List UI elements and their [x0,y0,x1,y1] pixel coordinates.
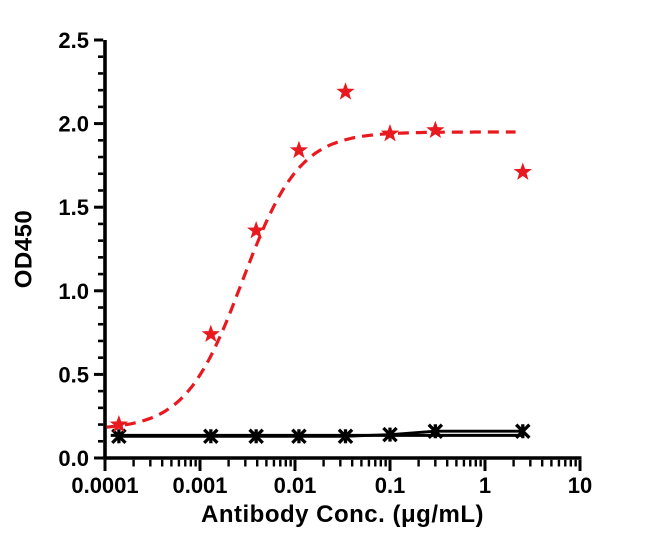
x-tick-label: 1 [479,473,491,498]
y-tick-label: 2.0 [58,112,89,137]
x-tick-label: 0.0001 [71,473,138,498]
black-x-marker [337,428,354,445]
black-x-marker [203,428,219,445]
y-axis-title-container: OD450 [2,40,46,458]
y-tick-label: 1.5 [58,195,89,220]
black-x-marker [382,426,398,443]
black-x-marker [248,428,264,445]
red-star-marker [336,82,355,100]
red-fit-curve [106,130,516,429]
y-axis-title: OD450 [10,209,38,289]
red-star-marker [247,221,266,239]
red-star-marker [380,124,400,142]
y-tick-label: 0.0 [58,446,89,471]
black-x-marker [111,428,127,445]
black-x-marker [291,428,307,445]
x-tick-label: 0.1 [375,473,406,498]
y-tick-label: 1.0 [58,279,89,304]
red-star-marker [109,414,129,433]
black-x-marker [427,423,444,440]
y-tick-label: 0.5 [58,362,89,387]
black-x-marker [515,423,531,440]
red-star-marker [513,162,532,180]
x-axis-title: Antibody Conc. (μg/mL) [201,501,484,528]
y-tick-label: 2.5 [58,28,89,53]
x-tick-label: 0.001 [172,473,227,498]
black-data-line [118,429,523,438]
red-star-marker [201,324,220,343]
x-tick-label: 10 [568,473,592,498]
x-tick-label: 0.01 [274,473,317,498]
red-star-marker [289,140,309,159]
red-star-marker [426,120,445,139]
